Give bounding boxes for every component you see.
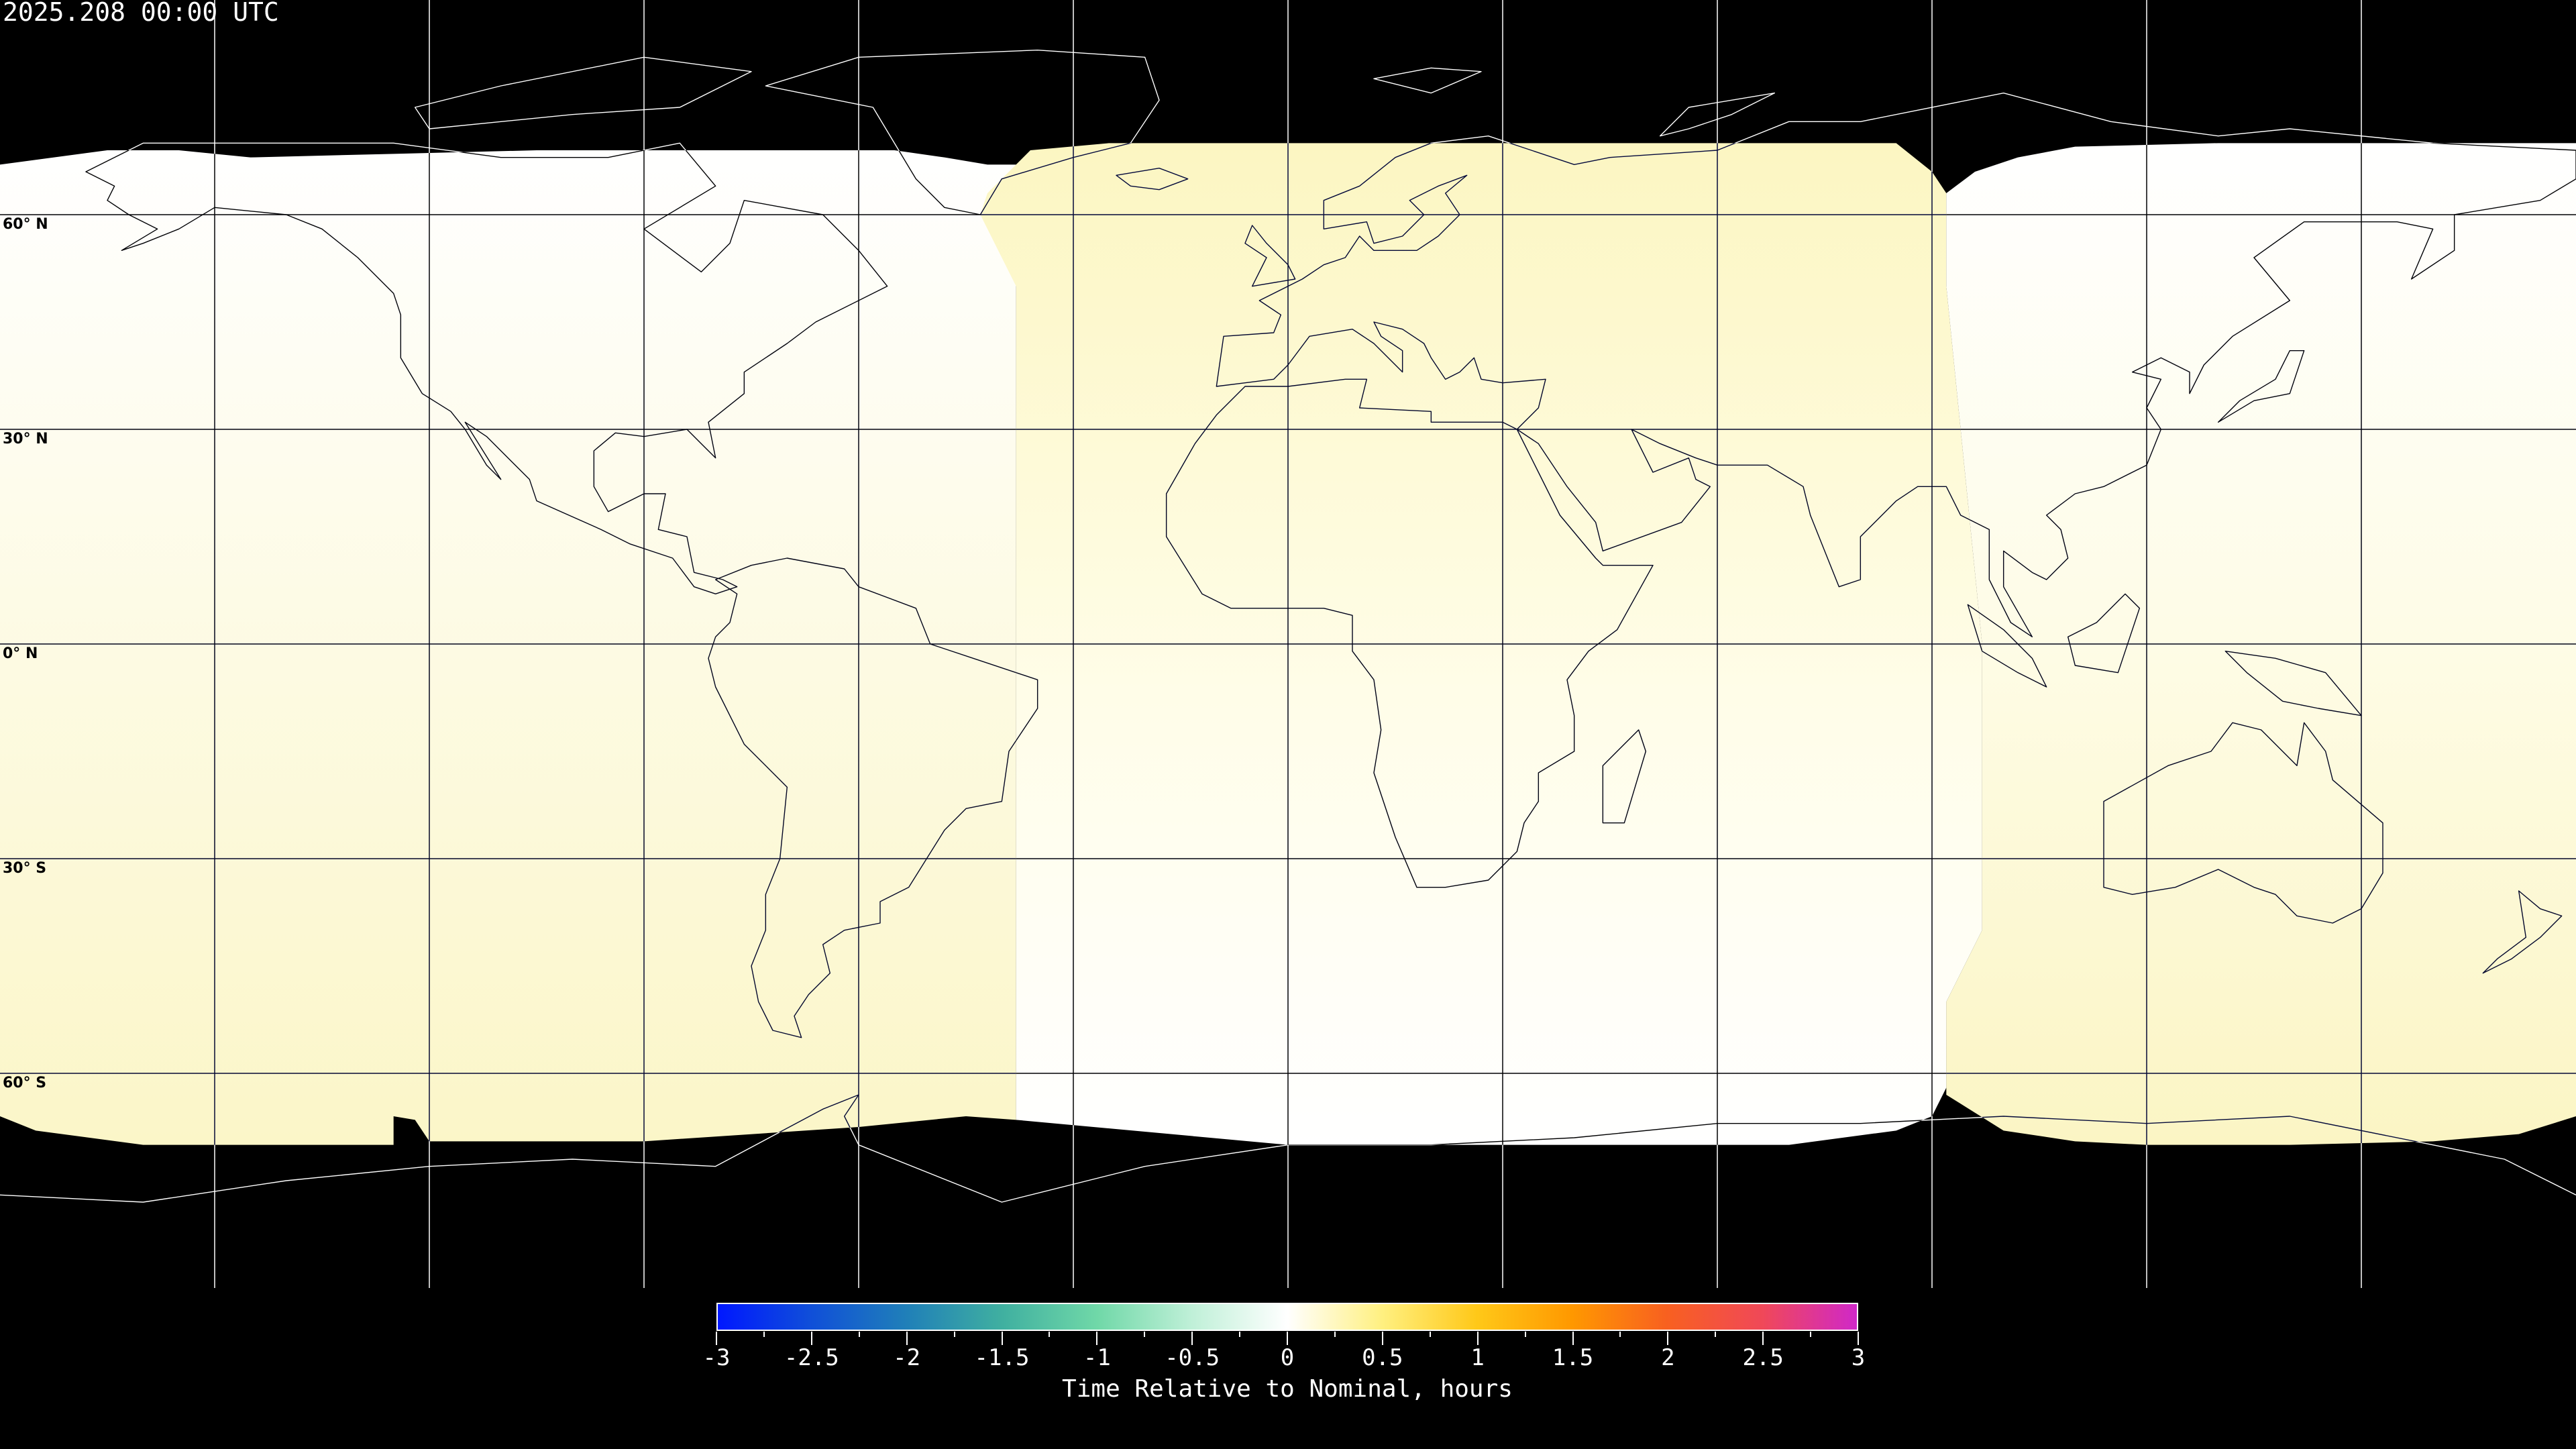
major-tick [1381,1332,1383,1345]
coastline-antarctica [0,1095,2576,1202]
colorbar-tick-label: -2 [893,1344,921,1371]
lat-label-60s: 60° S [3,1075,47,1091]
colorbar-tick-label: 0 [1280,1344,1295,1371]
coastline-australia [2104,722,2383,923]
coastline-svalbard [1374,68,1481,93]
colorbar-tick-label: -2.5 [784,1344,839,1371]
major-tick [906,1332,908,1345]
minor-tick [953,1332,955,1337]
colorbar-tick-label: 2.5 [1742,1344,1784,1371]
coverage-region-americas [0,150,1016,1145]
lat-label-30s: 30° S [3,860,47,877]
coastline-sumatra [1968,604,2046,687]
timestamp-title: 2025.208 00:00 UTC [3,0,279,27]
colorbar-tick-label: -3 [702,1344,731,1371]
minor-tick [858,1332,860,1337]
minor-tick [1429,1332,1431,1337]
colorbar-tick-label: -0.5 [1165,1344,1220,1371]
colorbar [716,1303,1858,1331]
major-tick [810,1332,812,1345]
coastline-eurasia [1216,93,2576,637]
minor-tick [1239,1332,1241,1337]
coastline-novaya-zemlya [1660,93,1775,136]
lat-label-30n: 30° N [3,431,48,447]
lat-label-60n: 60° N [3,216,48,233]
coastline-japan [2218,351,2304,423]
colorbar-tick-label: 2 [1661,1344,1675,1371]
coastline-north-america [86,143,888,594]
minor-tick [1715,1332,1717,1337]
coastline-greenland [765,50,1159,215]
minor-tick [1334,1332,1336,1337]
lat-label-0n: 0° N [3,645,38,662]
colorbar-tick-label: -1.5 [974,1344,1030,1371]
graticule-and-coastlines [0,0,2576,1288]
minor-tick [1144,1332,1146,1337]
colorbar-tick-label: 1 [1470,1344,1485,1371]
major-tick [1667,1332,1669,1345]
major-tick [1001,1332,1003,1345]
colorbar-tick-label: 1.5 [1552,1344,1594,1371]
coastline-iceland [1116,168,1188,190]
coastline-canadian-arctic-islands [415,57,751,129]
colorbar-tick-label: -1 [1083,1344,1111,1371]
coastline-british-isles [1245,225,1295,286]
minor-tick [1049,1332,1051,1337]
coastline-madagascar [1603,730,1646,823]
coastline-new-zealand [2483,891,2561,973]
minor-tick [1619,1332,1621,1337]
minor-tick [763,1332,765,1337]
coastlines [0,50,2576,1202]
coastline-africa [1167,379,1653,887]
coastline-new-guinea [2225,651,2361,716]
major-tick [1572,1332,1574,1345]
graticule [0,0,2576,1288]
colorbar-title: Time Relative to Nominal, hours [1062,1375,1513,1403]
major-tick [716,1332,717,1345]
major-tick [1096,1332,1098,1345]
minor-tick [1524,1332,1526,1337]
major-tick [1762,1332,1764,1345]
colorbar-tick-label: 3 [1851,1344,1866,1371]
colorbar-tick-label: 0.5 [1362,1344,1403,1371]
major-tick [1477,1332,1479,1345]
coastline-south-america [708,558,1038,1038]
minor-tick [1810,1332,1812,1337]
world-map [0,0,2576,1288]
major-tick [1191,1332,1193,1345]
major-tick [1858,1332,1859,1345]
major-tick [1287,1332,1288,1345]
coastline-borneo [2068,594,2140,672]
